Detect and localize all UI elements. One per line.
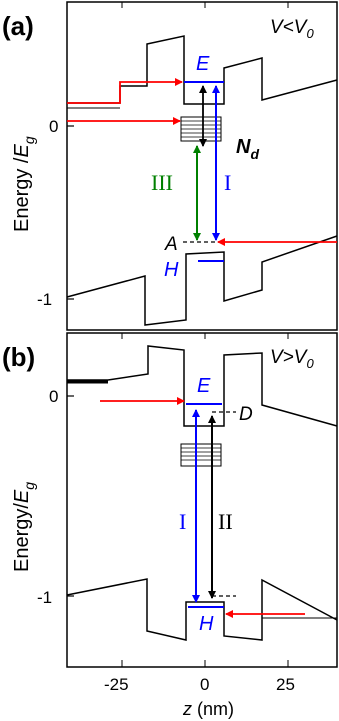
panel-a-ylabel: Energy /Eg xyxy=(11,136,37,232)
panel-a-donor-label: Nd xyxy=(236,136,259,162)
x-axis-label: z (nm) xyxy=(182,699,234,719)
panel-a-frame xyxy=(66,1,338,331)
panel-a-label: (a) xyxy=(2,11,34,41)
x-tick-label-minus25: -25 xyxy=(104,675,129,694)
panel-a-ytick-label-minus1: -1 xyxy=(37,290,52,309)
panel-b-valence-band xyxy=(66,578,338,641)
panel-b-i-label: I xyxy=(179,509,186,534)
panel-a-valence-band xyxy=(66,235,338,326)
panel-b-ytick-label-0: 0 xyxy=(49,387,58,406)
panel-a-condition: V<V0 xyxy=(270,17,314,41)
panel-b-label: (b) xyxy=(2,342,35,372)
panel-a: 0 -1 xyxy=(2,1,338,331)
panel-b-ii-label: II xyxy=(218,509,233,534)
x-tick-label-25: 25 xyxy=(276,675,295,694)
x-axis: -25 0 25 z (nm) xyxy=(104,675,295,719)
panel-a-h-label: H xyxy=(164,259,179,281)
x-tick-label-0: 0 xyxy=(200,675,209,694)
panel-b-h-label: H xyxy=(199,613,214,635)
panel-b-conduction-band xyxy=(67,345,338,427)
panel-b-d-label: D xyxy=(239,404,253,425)
panel-b-frame xyxy=(66,332,338,668)
panel-b-condition: V>V0 xyxy=(270,347,314,371)
panel-a-ytick-label-0: 0 xyxy=(49,117,58,136)
panel-b-donor-band xyxy=(180,443,222,467)
panel-a-iii-label: III xyxy=(151,170,173,195)
panel-b-ytick-label-minus1: -1 xyxy=(37,588,52,607)
panel-a-e-label: E xyxy=(196,53,210,75)
panel-a-a-label: A xyxy=(164,234,178,255)
panel-a-red-arrow-electron xyxy=(67,78,183,104)
panel-b-e-label: E xyxy=(197,375,211,397)
panel-b: 0 -1 xyxy=(2,332,338,668)
panel-a-i-label: I xyxy=(224,170,231,195)
panel-b-ylabel: Energy/Eg xyxy=(11,482,37,572)
